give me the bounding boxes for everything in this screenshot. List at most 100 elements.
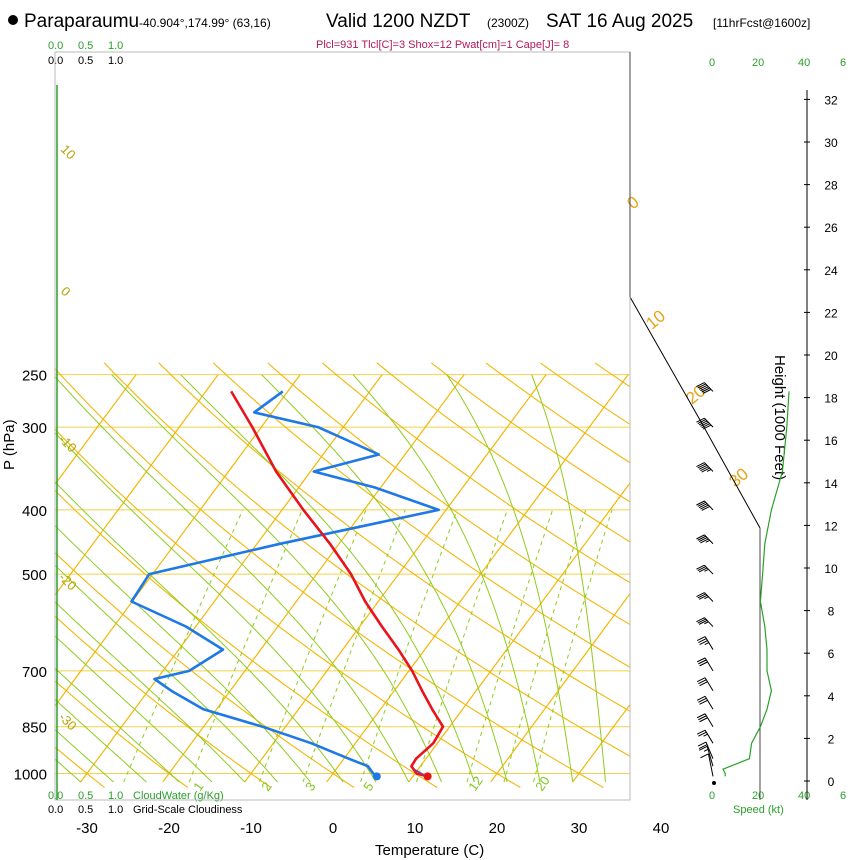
wind-barb-half-flag [703,748,709,752]
height-tick-label: 24 [824,264,838,278]
cloudiness-scale-1: 0.5 [78,55,93,67]
wind-barb-staff [704,382,714,392]
isotherm-line [408,481,630,783]
cloudwater-legend: CloudWater (g/Kg) [133,790,224,802]
isotherm-label: -10 [56,432,80,456]
thermo-grid [55,362,850,788]
valid-date: SAT 16 Aug 2025 [546,11,693,32]
dry-adiabat-line [55,428,521,788]
surface-temperature-point [423,772,432,781]
moist-adiabat-line [531,374,606,783]
wind-barb-staff [704,696,714,710]
dry-adiabat-line [540,362,630,426]
wind-barb [696,500,714,511]
dry-adiabat-line [55,746,105,788]
height-tick-label: 14 [824,477,838,491]
valid-time: Valid 1200 NZDT [326,11,471,32]
temperature-tick-label: -10 [240,820,262,837]
wind-barb [696,713,714,728]
dry-adiabat-line [103,362,630,757]
height-tick-label: 18 [824,392,838,406]
station-dot [8,15,18,25]
height-axis-title: Height (1000 Feet) [771,355,788,480]
wind-barb-flag [697,419,706,425]
cloudiness-scale-bottom-0: 0.0 [48,804,63,816]
wind-barb-flag [696,534,705,540]
speed-tick-bottom-1: 20 [752,790,764,802]
hodo-guide-line [629,296,761,529]
wind-barb-staff [704,592,714,602]
speed-tick-top-3: 6 [840,57,846,69]
wind-barb-flag [696,729,706,735]
wind-barb [696,636,714,650]
wind-barb-flag [698,659,707,665]
wind-barb-flag [699,681,708,687]
mixing-ratio-label: 2 [258,779,274,794]
wind-barb-flag [699,661,708,667]
wind-barb [696,617,714,627]
wind-barb [696,534,714,545]
wind-barb-staff [704,462,714,472]
dewpoint-line [130,390,441,778]
temperature-tick-label: 20 [489,820,506,837]
wind-barb-flag [696,417,705,423]
wind-barb [696,729,714,744]
mixing-ratio-line [533,509,613,783]
sounding-profiles [130,390,445,781]
moist-adiabat-line [55,432,377,783]
height-tick-label: 2 [828,732,835,746]
height-tick-label: 26 [824,221,838,235]
wind-barb-flag [700,753,709,759]
wind-barb-staff [704,729,714,744]
wind-barb-half-flag [704,642,709,646]
isotherm-right-label: 30 [725,464,752,491]
temperature-tick-label: -30 [76,820,98,837]
cloudiness-scale-bottom-2: 1.0 [108,804,123,816]
wind-barb-flag [700,466,709,472]
wind-barb-flag [698,503,708,509]
dry-adiabat-line [376,362,630,543]
mixing-ratio-line [466,509,554,783]
wind-barb-staff [704,677,714,691]
dry-adiabat-line [594,362,630,388]
temperature-tick-label: 10 [407,820,424,837]
wind-barb-flag [698,731,707,737]
mixing-ratio-line [259,509,367,783]
pressure-tick-label: 850 [22,720,47,737]
speed-tick-bottom-3: 6 [840,790,846,802]
wind-barb-half-flag [703,733,708,737]
pressure-tick-label: 1000 [14,767,47,784]
temperature-line [230,390,445,778]
x-axis-title: Temperature (C) [375,842,484,859]
wind-barb [696,564,714,575]
wind-barb-half-flag [706,468,712,472]
moist-adiabat-line [55,667,180,783]
forecast-hour: [11hrFcst@1600z] [713,16,810,30]
wind-barb-flag [700,538,709,544]
dry-adiabat-line [158,362,630,712]
surface-dewpoint-point [372,772,381,781]
plot-frame [54,51,631,801]
isotherm-line [655,375,850,782]
isotherm-line [244,374,547,783]
wind-barb-half-flag [704,621,709,625]
dry-adiabat-line [55,680,189,788]
isotherm-right-label: 0 [623,192,642,213]
temperature-tick-label: 40 [653,820,670,837]
height-tick-label: 28 [824,179,838,193]
wind-barb-flag [696,695,706,701]
moist-adiabat-line [55,698,147,783]
wind-barb-flag [698,679,707,685]
height-tick-label: 0 [828,775,835,789]
wind-barb-staff [704,417,714,428]
temperature-tick-label: 30 [571,820,588,837]
mixing-ratio-line [302,509,406,783]
wind-barb-staff [704,636,714,650]
station-name: Paraparaumu [24,11,139,32]
moist-adiabat-line [55,728,114,783]
wind-barb-flag [698,619,708,625]
speed-tick-top-0: 0 [709,57,715,69]
speed-tick-top-1: 20 [752,57,764,69]
wind-barb-flag [697,463,706,469]
wind-barb-flag [698,464,708,470]
